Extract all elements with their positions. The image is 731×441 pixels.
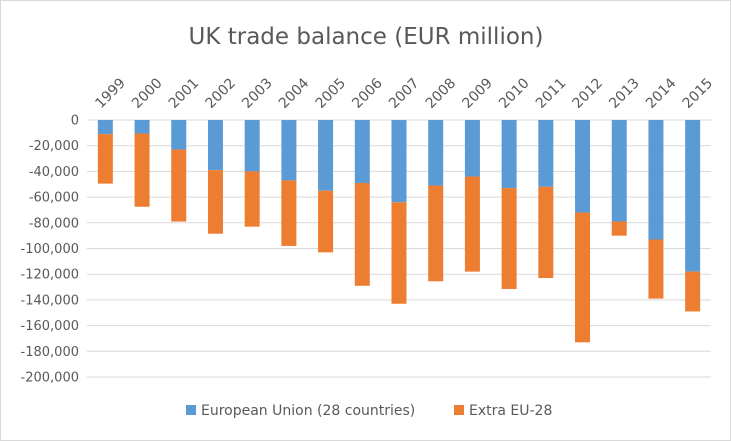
bar-extra-eu28: [134, 133, 150, 207]
x-tick-label: 2002: [202, 75, 239, 112]
bar-eu28: [648, 120, 664, 240]
y-tick-label: -140,000: [21, 293, 79, 308]
y-tick-label: -160,000: [21, 319, 79, 334]
bar-extra-eu28: [171, 149, 187, 222]
x-tick-label: 2008: [423, 75, 460, 112]
y-tick-label: -120,000: [21, 268, 79, 283]
bar-extra-eu28: [354, 182, 370, 286]
bar-extra-eu28: [575, 212, 591, 343]
y-tick-label: -100,000: [21, 242, 79, 257]
y-tick-label: -80,000: [29, 216, 79, 231]
chart-title: UK trade balance (EUR million): [189, 24, 544, 50]
x-tick-label: 2012: [570, 75, 607, 112]
bar-extra-eu28: [538, 186, 554, 279]
bar-extra-eu28: [464, 176, 480, 272]
bar-eu28: [611, 120, 627, 222]
y-tick-label: 0: [71, 114, 79, 129]
y-tick-label: -40,000: [29, 165, 79, 180]
bar-eu28: [575, 120, 591, 213]
bar-extra-eu28: [685, 271, 701, 312]
x-axis-tick-labels: 1999 2000 2001 2002 2003 2004 2005 2006 2007 2008…: [92, 75, 716, 112]
y-tick-label: -200,000: [21, 371, 79, 386]
x-tick-label: 1999: [92, 75, 129, 112]
bar-extra-eu28: [97, 134, 113, 184]
bar-extra-eu28: [244, 171, 260, 227]
bar-extra-eu28: [391, 202, 407, 304]
bar-eu28: [134, 120, 150, 134]
x-tick-label: 2013: [606, 75, 643, 112]
bar-extra-eu28: [318, 190, 334, 253]
x-tick-label: 2011: [533, 75, 570, 112]
bar-eu28: [501, 120, 517, 189]
x-tick-label: 2000: [129, 75, 166, 112]
legend: European Union (28 countries) Extra EU-2…: [186, 403, 552, 419]
bar-extra-eu28: [648, 239, 664, 299]
x-tick-label: 2007: [386, 75, 423, 112]
bar-eu28: [685, 120, 701, 272]
legend-label-extra-eu28: Extra EU-28: [469, 403, 552, 419]
legend-swatch-eu28: [186, 405, 196, 415]
y-tick-label: -60,000: [29, 191, 79, 206]
bar-extra-eu28: [281, 180, 297, 246]
x-tick-label: 2006: [349, 75, 386, 112]
x-tick-label: 2004: [276, 75, 313, 112]
bar-eu28: [354, 120, 370, 183]
bars: [97, 120, 701, 343]
bar-extra-eu28: [428, 185, 444, 282]
bar-eu28: [428, 120, 444, 186]
bar-eu28: [97, 120, 113, 135]
x-tick-label: 2015: [680, 75, 717, 112]
y-axis-tick-labels: 0 -20,000 -40,000 -60,000 -80,000 -100,000 -12…: [21, 114, 79, 386]
y-tick-label: -20,000: [29, 139, 79, 154]
x-tick-label: 2009: [459, 75, 496, 112]
bar-extra-eu28: [611, 221, 627, 236]
bar-eu28: [464, 120, 480, 177]
x-tick-label: 2014: [643, 75, 680, 112]
bar-eu28: [281, 120, 297, 181]
x-tick-label: 2001: [166, 75, 203, 112]
bar-eu28: [391, 120, 407, 203]
bar-extra-eu28: [207, 170, 223, 234]
x-tick-label: 2003: [239, 75, 276, 112]
bar-eu28: [244, 120, 260, 172]
bar-eu28: [171, 120, 187, 150]
legend-swatch-extra-eu28: [454, 405, 464, 415]
bar-eu28: [538, 120, 554, 187]
y-tick-label: -180,000: [21, 345, 79, 360]
bar-extra-eu28: [501, 188, 517, 289]
bar-eu28: [318, 120, 334, 191]
x-tick-label: 2005: [313, 75, 350, 112]
legend-label-eu28: European Union (28 countries): [201, 403, 415, 419]
bar-eu28: [207, 120, 223, 171]
x-tick-label: 2010: [496, 75, 533, 112]
